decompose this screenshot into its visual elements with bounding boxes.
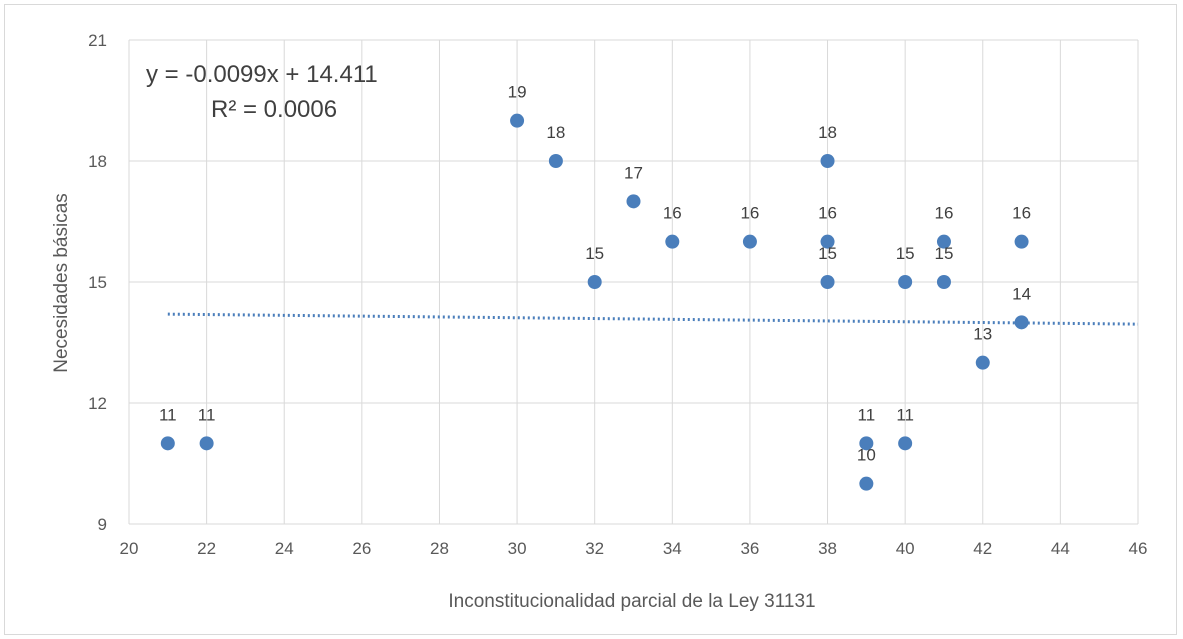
x-tick-label: 40 [896,539,915,558]
equation-label: y = -0.0099x + 14.411 [146,61,378,88]
x-tick-label: 24 [275,539,294,558]
x-axis-title: Inconstitucionalidad parcial de la Ley 3… [448,591,815,612]
data-point [548,154,563,168]
data-label: 15 [818,244,837,263]
x-tick-label: 38 [818,539,837,558]
x-tick-label: 42 [973,539,992,558]
x-tick-label: 32 [585,539,604,558]
data-point [936,275,951,289]
data-label: 19 [508,83,527,102]
data-label: 16 [663,204,682,223]
data-label: 13 [973,325,992,344]
y-tick-label: 18 [88,152,107,171]
data-point [898,275,913,289]
data-label: 11 [858,405,876,424]
r-squared-label: R² = 0.0006 [211,96,337,123]
data-label: 15 [896,244,915,263]
data-label: 16 [740,204,759,223]
tick-labels: 20 22 24 26 28 30 32 34 36 38 40 42 44 46 9 12 15 18 21 [88,31,1147,558]
data-label: 15 [935,244,954,263]
x-tick-label: 30 [508,539,527,558]
y-tick-label: 15 [88,273,107,292]
data-point [859,476,874,491]
data-label: 15 [585,244,604,263]
y-tick-label: 9 [98,515,107,534]
data-point [1014,315,1029,330]
data-point [859,436,874,451]
data-point [510,113,525,128]
y-tick-label: 21 [88,31,107,50]
data-point [820,275,835,289]
data-point [898,436,913,451]
x-tick-label: 44 [1051,539,1070,558]
x-tick-label: 20 [120,539,139,558]
data-label: 11 [896,405,914,424]
data-label: 11 [159,405,177,424]
data-label: 17 [624,163,643,182]
x-tick-label: 22 [197,539,216,558]
data-point [160,436,175,451]
data-label: 18 [546,123,565,142]
data-point [665,234,680,249]
x-tick-label: 26 [352,539,371,558]
data-point [936,234,951,249]
trendline [167,312,1139,326]
x-tick-label: 34 [663,539,682,558]
chart-frame [4,4,1177,635]
data-label: 11 [198,405,216,424]
data-point [199,436,214,451]
data-label: 16 [935,204,954,223]
x-tick-label: 46 [1129,539,1148,558]
data-point [820,154,835,168]
data-point [742,234,757,249]
data-point [626,194,641,209]
data-label: 18 [818,123,837,142]
x-tick-label: 36 [740,539,759,558]
data-point [1014,234,1029,249]
data-point [587,275,602,289]
trendline-group [167,312,1139,326]
x-tick-label: 28 [430,539,449,558]
y-tick-label: 12 [88,394,107,413]
data-point [975,355,990,370]
data-labels: 11 11 19 18 15 17 16 16 18 16 15 11 10 15 11 16 15 13 16 14 [159,83,1031,465]
data-label: 14 [1012,284,1031,303]
data-label: 16 [818,204,837,223]
data-label: 16 [1012,204,1031,223]
y-axis-title: Necesidades básicas [51,193,72,373]
data-point [820,234,835,249]
data-label: 10 [857,446,876,465]
data-points [160,113,1029,491]
